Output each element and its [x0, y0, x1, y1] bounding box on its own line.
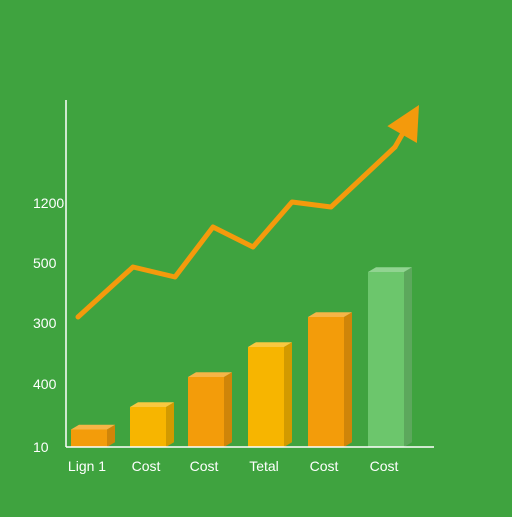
- x-tick-label: Cost: [370, 458, 399, 474]
- y-tick-label: 300: [33, 315, 57, 331]
- bar-front: [130, 407, 166, 447]
- bar-side: [344, 312, 352, 447]
- bar-front: [368, 272, 404, 447]
- x-tick-label: Cost: [132, 458, 161, 474]
- x-tick-label: Lign 1: [68, 458, 106, 474]
- bar: [130, 402, 174, 447]
- bar-side: [284, 342, 292, 447]
- bar-top: [248, 342, 292, 347]
- bar: [248, 342, 292, 447]
- x-tick-label: Cost: [310, 458, 339, 474]
- bar-top: [308, 312, 352, 317]
- bar-top: [71, 424, 115, 430]
- bar-front: [188, 377, 224, 447]
- bar-front: [71, 429, 107, 447]
- bar-side: [224, 372, 232, 447]
- bar-top: [130, 402, 174, 407]
- x-tick-label: Tetal: [249, 458, 279, 474]
- y-tick-labels: 10 400 300 500 1200: [33, 195, 64, 455]
- x-tick-labels: Lign 1 Cost Cost Tetal Cost Cost: [68, 458, 399, 474]
- axes-layer: [65, 100, 434, 448]
- trend-arrow-head: [387, 105, 419, 143]
- bar: [71, 424, 115, 447]
- y-tick-label: 1200: [33, 195, 64, 211]
- bar-top: [188, 372, 232, 377]
- trend-line: [75, 144, 398, 320]
- bar: [308, 312, 352, 447]
- trend-line-segment: [392, 132, 405, 150]
- y-tick-label: 500: [33, 255, 57, 271]
- bar-side: [107, 424, 115, 447]
- bar: [368, 267, 412, 447]
- bar-top: [368, 267, 412, 272]
- trend-layer: [75, 105, 419, 320]
- x-tick-label: Cost: [190, 458, 219, 474]
- bar-side: [166, 402, 174, 447]
- bar-side: [404, 267, 412, 447]
- y-tick-label: 10: [33, 439, 49, 455]
- y-tick-label: 400: [33, 376, 57, 392]
- bar-front: [248, 347, 284, 447]
- bars-layer: [71, 267, 412, 447]
- bar: [188, 372, 232, 447]
- bar-front: [308, 317, 344, 447]
